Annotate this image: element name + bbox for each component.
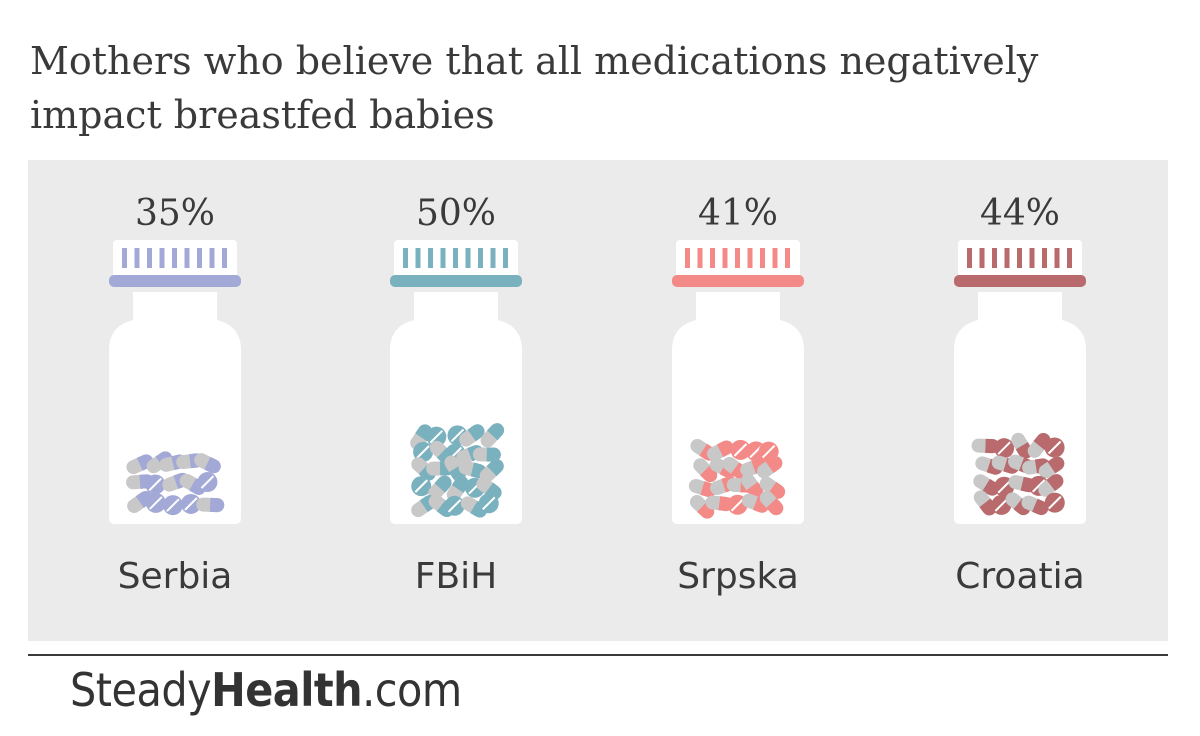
pill-pile-srpska	[688, 438, 786, 519]
bottle-cap	[390, 240, 522, 287]
pill-pile-serbia	[126, 451, 225, 516]
pill-pile-croatia	[971, 432, 1065, 516]
value-label-fbih: 50%	[416, 193, 496, 234]
value-label-croatia: 44%	[980, 193, 1060, 234]
bottle-serbia: 35% Serbia	[109, 193, 241, 597]
bottle-cap	[109, 240, 241, 287]
brand-part-3: .com	[362, 663, 462, 717]
bottle-srpska: 41% Srpska	[672, 193, 804, 597]
brand-logo: SteadyHealth.com	[70, 660, 462, 720]
brand-part-2: Health	[211, 663, 363, 717]
category-label-serbia: Serbia	[118, 556, 233, 597]
brand-part-1: Steady	[70, 663, 212, 717]
bottle-cap	[672, 240, 804, 287]
bottle-cap	[954, 240, 1086, 287]
chart-title: Mothers who believe that all medications…	[30, 39, 1039, 137]
bottle-croatia: 44% Croatia	[954, 193, 1086, 597]
category-label-srpska: Srpska	[677, 556, 799, 597]
value-label-srpska: 41%	[698, 193, 778, 234]
bottle-fbih: 50% FBiH	[390, 193, 522, 597]
category-label-croatia: Croatia	[955, 556, 1084, 597]
pill-pile-fbih	[410, 423, 505, 518]
category-label-fbih: FBiH	[415, 556, 497, 597]
value-label-serbia: 35%	[135, 193, 215, 234]
footer-divider	[28, 654, 1168, 656]
